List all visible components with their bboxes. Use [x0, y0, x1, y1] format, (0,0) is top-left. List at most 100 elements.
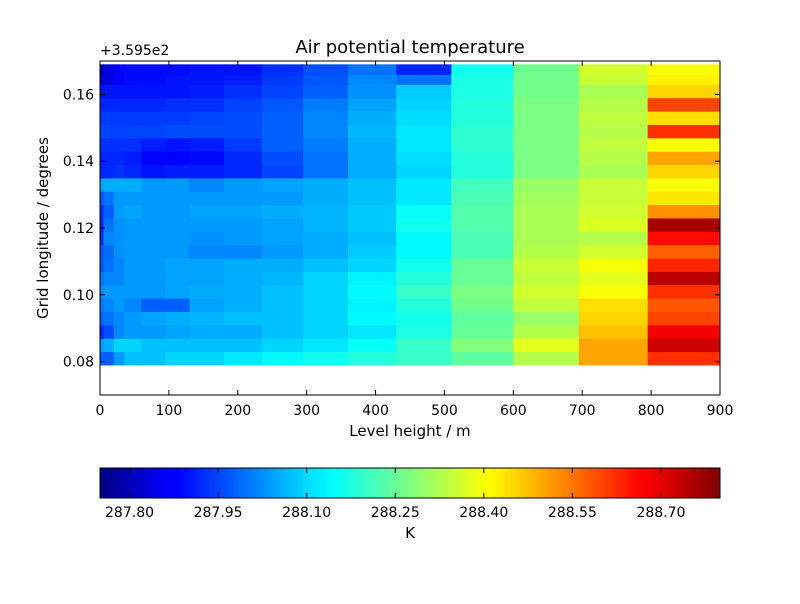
heatmap-cell: [396, 324, 452, 339]
heatmap-cell: [647, 64, 721, 75]
heatmap-cell: [189, 177, 225, 192]
heatmap-cell: [647, 177, 721, 192]
heatmap-cell: [124, 204, 142, 219]
heatmap-cell: [141, 191, 166, 206]
heatmap-cell: [578, 177, 649, 192]
heatmap-cell: [165, 284, 191, 299]
heatmap-cell: [103, 204, 115, 219]
heatmap-cell: [189, 298, 225, 312]
heatmap-cell: [103, 177, 115, 192]
heatmap-cell: [303, 204, 349, 219]
heatmap-cell: [189, 191, 225, 206]
heatmap-cell: [348, 231, 397, 246]
heatmap-cell: [224, 164, 263, 179]
heatmap-cell: [348, 151, 397, 166]
heatmap-cell: [396, 151, 452, 166]
heatmap-cell: [141, 217, 166, 232]
heatmap-cell: [578, 124, 649, 139]
heatmap-cell: [647, 191, 721, 206]
heatmap-cell: [303, 244, 349, 259]
y-axis-label: Grid longitude / degrees: [34, 137, 52, 319]
colorbar-tick-label: 288.55: [548, 505, 597, 521]
heatmap-cell: [578, 258, 649, 272]
heatmap-cell: [451, 284, 514, 299]
heatmap-cell: [513, 191, 580, 206]
heatmap-cell: [303, 164, 349, 179]
heatmap-cell: [451, 324, 514, 339]
heatmap-cell: [189, 111, 225, 125]
heatmap-cell: [189, 97, 225, 112]
x-axis-label: Level height / m: [349, 422, 470, 440]
heatmap-cell: [224, 151, 263, 166]
heatmap-cell: [348, 124, 397, 139]
heatmap-cell: [165, 298, 191, 312]
heatmap-cell: [513, 111, 580, 125]
heatmap-cell: [451, 231, 514, 246]
heatmap-cell: [189, 244, 225, 259]
heatmap-cell: [189, 64, 225, 75]
heatmap-cell: [189, 271, 225, 286]
heatmap-cell: [189, 151, 225, 166]
heatmap-cell: [189, 217, 225, 232]
heatmap-cell: [124, 338, 142, 353]
heatmap-cell: [578, 311, 649, 326]
heatmap-cell: [261, 217, 304, 232]
x-tick-label: 400: [362, 403, 389, 419]
x-tick-label: 800: [638, 403, 665, 419]
heatmap-cell: [165, 217, 191, 232]
heatmap-cell: [124, 284, 142, 299]
heatmap-cell: [348, 137, 397, 152]
heatmap-cell: [303, 64, 349, 75]
heatmap-cell: [513, 244, 580, 259]
heatmap-cell: [348, 351, 397, 366]
heatmap-cell: [396, 111, 452, 125]
heatmap-cell: [261, 177, 304, 192]
heatmap-cell: [303, 298, 349, 312]
heatmap-cell: [647, 271, 721, 286]
heatmap-cell: [165, 137, 191, 152]
heatmap-cell: [103, 217, 115, 232]
heatmap-cell: [647, 231, 721, 246]
heatmap-cell: [165, 74, 191, 85]
heatmap-cell: [303, 258, 349, 272]
heatmap-cell: [103, 231, 115, 246]
heatmap-cell: [513, 217, 580, 232]
heatmap-cell: [451, 177, 514, 192]
heatmap-cell: [100, 338, 104, 353]
heatmap-cell: [113, 271, 125, 286]
heatmap-cell: [189, 324, 225, 339]
heatmap-cell: [451, 244, 514, 259]
heatmap-cell: [165, 338, 191, 353]
heatmap-cell: [113, 244, 125, 259]
heatmap-cell: [189, 84, 225, 99]
heatmap-cell: [348, 164, 397, 179]
heatmap-cell: [103, 191, 115, 206]
heatmap-cell: [124, 74, 142, 85]
heatmap-cell: [224, 111, 263, 125]
heatmap-cell: [141, 324, 166, 339]
heatmap-cell: [165, 324, 191, 339]
heatmap-cell: [124, 151, 142, 166]
heatmap-cell: [113, 124, 125, 139]
heatmap-cell: [513, 298, 580, 312]
heatmap-cell: [513, 231, 580, 246]
heatmap-cell: [451, 338, 514, 353]
heatmap-cell: [100, 231, 104, 246]
heatmap-cell: [451, 351, 514, 366]
heatmap-cell: [348, 64, 397, 75]
heatmap-cell: [261, 258, 304, 272]
heatmap-cell: [513, 97, 580, 112]
heatmap-cell: [396, 137, 452, 152]
heatmap-cell: [165, 204, 191, 219]
heatmap-cell: [513, 164, 580, 179]
heatmap-cell: [261, 74, 304, 85]
heatmap-cell: [189, 284, 225, 299]
x-tick-label: 100: [156, 403, 183, 419]
heatmap-cell: [261, 298, 304, 312]
heatmap-cell: [124, 64, 142, 75]
heatmap-cell: [303, 338, 349, 353]
heatmap-cell: [647, 164, 721, 179]
y-tick-label: 0.12: [63, 221, 94, 237]
heatmap-cell: [141, 97, 166, 112]
